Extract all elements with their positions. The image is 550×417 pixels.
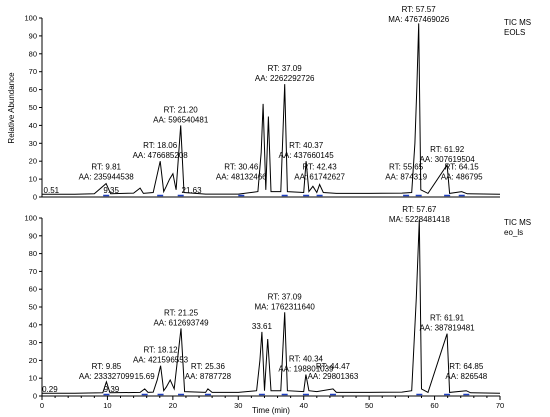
y-tick-label: 0 <box>33 392 37 401</box>
peak-annotation-rt: RT: 40.34 <box>289 355 324 364</box>
peak-annotation-rt: RT: 57.57 <box>402 5 437 14</box>
peak-annotation-area: AA: 235944538 <box>79 173 135 182</box>
y-tick-label: 40 <box>29 320 37 329</box>
y-tick-label: 80 <box>29 249 37 258</box>
y-tick-label: 70 <box>29 67 37 76</box>
baseline-label: 9.35 <box>103 186 119 195</box>
bottom-x-axis-label: Time (min) <box>252 406 290 415</box>
y-tick-label: 20 <box>29 356 37 365</box>
peak-annotation-rt: RT: 64.85 <box>449 362 484 371</box>
panel-top: Relative Abundance TIC MS EOLS 0 10 20 30 40… <box>7 5 531 202</box>
peak-annotation-rt: RT: 30.46 <box>224 163 259 172</box>
peak-annotation-area: AA: 233327099 <box>79 372 135 381</box>
peak-annotation-area: AA: 2262292726 <box>255 74 315 83</box>
bottom-trace <box>41 219 501 396</box>
top-y-ticks: 0 10 20 30 40 50 60 70 80 90 100 <box>24 14 42 202</box>
peak-annotation-rt: RT: 57.67 <box>402 205 437 214</box>
peak-annotation-rt: RT: 18.06 <box>143 141 178 150</box>
peak-annotation-rt: RT: 61.92 <box>430 145 465 154</box>
peak-annotation-area: AA: 8787728 <box>185 372 232 381</box>
peak-annotation-area: AA: 826548 <box>445 372 487 381</box>
bottom-legend-2: eo_ls <box>504 228 523 237</box>
panel-bottom: TIC MS eo_ls Time (min) 0 10 20 30 40 50 60 70 8… <box>24 205 531 415</box>
peak-annotation-rt: RT: 64.15 <box>445 163 480 172</box>
chromatogram-trace <box>42 23 501 195</box>
peak-annotation-area: AA: 48132466 <box>216 173 267 182</box>
peak-annotation-area: AA: 874319 <box>385 173 427 182</box>
peak-annotation-rt: RT: 40.37 <box>289 141 324 150</box>
x-tick-label: 10 <box>103 401 111 410</box>
y-tick-label: 50 <box>29 103 37 112</box>
peak-annotation-area: AA: 61742627 <box>294 173 345 182</box>
peak-annotation-rt: 15.69 <box>135 372 156 381</box>
peak-annotation-rt: RT: 61.91 <box>430 314 465 323</box>
chromatogram-trace <box>41 219 501 394</box>
y-tick-label: 10 <box>29 175 37 184</box>
y-tick-label: 20 <box>29 157 37 166</box>
baseline-label: 21.63 <box>182 186 203 195</box>
x-tick-label: 40 <box>300 401 308 410</box>
peak-annotation-area: AA: 596540481 <box>153 115 209 124</box>
y-tick-label: 0 <box>33 193 37 202</box>
y-tick-label: 80 <box>29 49 37 58</box>
bottom-legend-1: TIC MS <box>504 218 531 227</box>
peak-annotation-area: MA: 5228481418 <box>389 215 450 224</box>
peak-annotation-area: MA: 4767469026 <box>388 15 449 24</box>
peak-annotation-area: AA: 307619504 <box>420 155 476 164</box>
bottom-x-ticks: 0 10 20 30 40 50 60 70 <box>40 396 504 410</box>
x-tick-label: 70 <box>496 401 504 410</box>
peak-annotation-rt: RT: 37.09 <box>268 64 303 73</box>
y-tick-label: 100 <box>24 214 37 223</box>
peak-annotation-rt: RT: 44.47 <box>316 362 351 371</box>
peak-annotation-rt: RT: 18.12 <box>144 346 179 355</box>
peak-annotation-area: AA: 486795 <box>441 173 483 182</box>
peak-annotation-area: AA: 421596553 <box>133 356 189 365</box>
y-tick-label: 90 <box>29 31 37 40</box>
peak-annotation-area: AA: 476685208 <box>133 151 189 160</box>
top-legend-2: EOLS <box>504 28 525 37</box>
y-tick-label: 30 <box>29 338 37 347</box>
peak-annotation-area: MA: 1762311640 <box>255 302 316 311</box>
peak-annotation-rt: RT: 21.20 <box>164 105 199 114</box>
y-tick-label: 90 <box>29 231 37 240</box>
peak-annotation-rt: RT: 21.25 <box>164 308 199 317</box>
x-tick-label: 60 <box>430 401 438 410</box>
x-tick-label: 20 <box>169 401 177 410</box>
top-trace <box>42 23 501 197</box>
baseline-label: 0.51 <box>44 186 60 195</box>
baseline-label: 0.29 <box>42 385 58 394</box>
top-y-axis-label: Relative Abundance <box>7 72 16 144</box>
bottom-y-ticks: 0 10 20 30 40 50 60 70 80 90 100 <box>24 214 42 401</box>
peak-annotation-rt: RT: 37.09 <box>268 292 303 301</box>
peak-annotation-rt: RT: 9.81 <box>91 163 121 172</box>
x-tick-label: 50 <box>365 401 373 410</box>
y-tick-label: 60 <box>29 85 37 94</box>
x-tick-label: 30 <box>234 401 242 410</box>
x-tick-label: 0 <box>40 401 44 410</box>
y-tick-label: 40 <box>29 121 37 130</box>
peak-annotation-rt: RT: 55.65 <box>389 163 424 172</box>
y-tick-label: 60 <box>29 285 37 294</box>
y-tick-label: 10 <box>29 374 37 383</box>
peak-annotation-area: AA: 198801039 <box>278 365 334 374</box>
peak-annotation-area: AA: 387819481 <box>419 324 475 333</box>
peak-annotation-area: AA: 612693749 <box>153 318 209 327</box>
peak-annotation-rt: RT: 42.43 <box>303 163 338 172</box>
y-tick-label: 70 <box>29 267 37 276</box>
baseline-label: 9.39 <box>104 385 120 394</box>
peak-annotation-rt: RT: 9.85 <box>92 362 122 371</box>
y-tick-label: 50 <box>29 303 37 312</box>
peak-annotation-area: AA: 437660145 <box>279 151 335 160</box>
y-tick-label: 100 <box>24 14 37 23</box>
peak-annotation-rt: 33.61 <box>252 322 273 331</box>
top-legend-1: TIC MS <box>504 18 531 27</box>
peak-annotation-rt: RT: 25.36 <box>191 362 226 371</box>
y-tick-label: 30 <box>29 139 37 148</box>
peak-annotation-area: AA: 29801363 <box>308 372 359 381</box>
